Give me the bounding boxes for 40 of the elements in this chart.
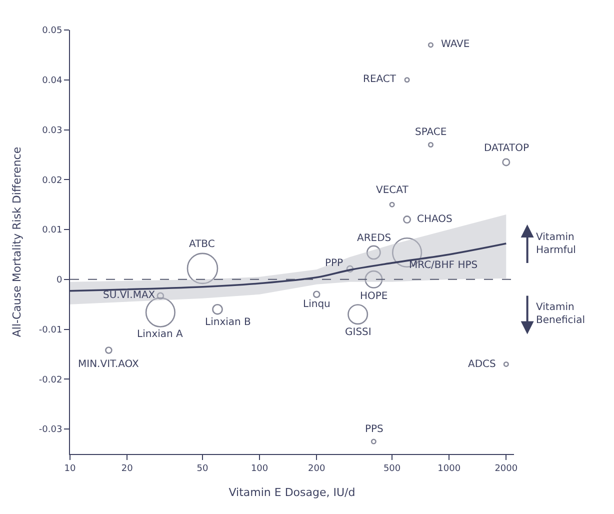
y-tick-label: 0 <box>56 276 62 286</box>
x-axis-title: Vitamin E Dosage, IU/d <box>228 486 356 499</box>
y-tick-label: 0.05 <box>42 26 62 36</box>
x-tick-label: 50 <box>196 464 208 474</box>
y-axis-title: All-Cause Mortality Risk Difference <box>10 146 24 338</box>
x-tick-label: 500 <box>383 464 401 474</box>
y-tick-label: -0.01 <box>38 325 62 336</box>
text: Vitamin Harmful <box>536 232 576 256</box>
annotation: WAVE <box>441 39 470 50</box>
x-tick-label: 10 <box>64 464 76 474</box>
annotation: GISSI <box>345 327 372 338</box>
annotation: CHAOS <box>417 214 452 225</box>
annotation: Linqu <box>303 299 330 310</box>
x-tick-label: 20 <box>121 464 134 474</box>
annotation: REACT <box>363 74 397 85</box>
annotation: MRC/BHF HPS <box>409 260 478 271</box>
y-tick-label: 0.02 <box>42 176 62 186</box>
annotation: SU.VI.MAX <box>103 290 156 301</box>
x-tick-label: 1000 <box>438 464 461 474</box>
annotation: HOPE <box>360 291 388 302</box>
annotation: MIN.VIT.AOX <box>78 359 140 370</box>
annotation: AREDS <box>357 233 392 244</box>
annotation: PPS <box>365 424 384 435</box>
annotation: ADCS <box>468 359 496 370</box>
y-tick-label: -0.02 <box>38 375 62 386</box>
annotation: PPP <box>325 258 344 269</box>
annotation: Linxian B <box>205 317 252 328</box>
annotation: Linxian A <box>137 329 184 340</box>
y-tick-label: 0.03 <box>42 126 62 136</box>
annotation: VECAT <box>376 185 410 196</box>
x-tick-label: 2000 <box>494 464 518 474</box>
annotation: ATBC <box>189 239 215 250</box>
y-tick-label: -0.03 <box>38 425 62 436</box>
annotation: SPACE <box>415 127 447 138</box>
text: Vitamin Beneficial <box>536 302 585 326</box>
annotation: DATATOP <box>484 143 529 154</box>
y-tick-label: 0.01 <box>42 226 62 236</box>
x-tick-label: 200 <box>308 464 326 474</box>
y-tick-label: 0.04 <box>42 76 62 86</box>
x-tick-label: 100 <box>250 464 268 474</box>
